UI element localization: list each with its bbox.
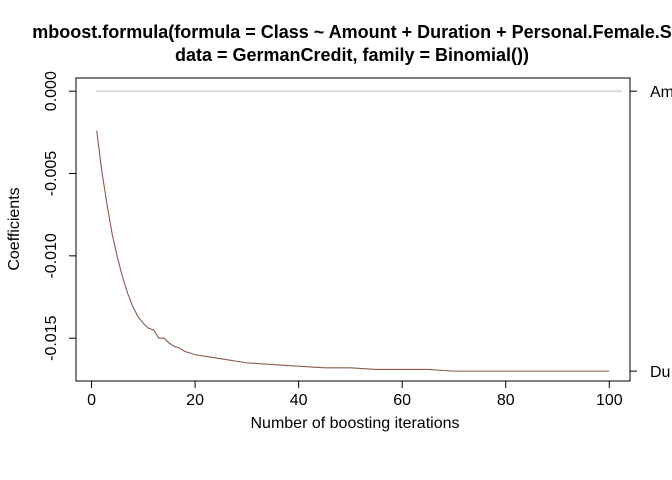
- x-axis: 0 20 40 60 80 100: [87, 380, 623, 409]
- y-axis: 0.000 -0.005 -0.010 -0.015: [43, 71, 77, 361]
- series-group: [96, 130, 610, 372]
- right-axis: Am Du: [630, 84, 672, 381]
- y-axis-label: Coefficients: [6, 187, 23, 270]
- x-tick-label: 100: [596, 392, 623, 409]
- series-line: [96, 130, 610, 372]
- x-axis-label: Number of boosting iterations: [251, 415, 460, 432]
- chart-title: mboost.formula(formula = Class ~ Amount …: [32, 22, 671, 65]
- x-tick-label: 0: [87, 392, 96, 409]
- y-tick-label: -0.010: [43, 233, 60, 278]
- x-tick-label: 40: [290, 392, 308, 409]
- plot-box: [75, 77, 631, 382]
- x-tick-label: 20: [186, 392, 204, 409]
- y-tick-label: -0.005: [43, 151, 60, 196]
- y-tick-label: -0.015: [43, 315, 60, 360]
- right-axis-label: Du: [650, 364, 670, 381]
- title-line-1: mboost.formula(formula = Class ~ Amount …: [32, 22, 671, 42]
- x-tick-label: 80: [497, 392, 515, 409]
- title-line-2: data = GermanCredit, family = Binomial()…: [175, 45, 529, 65]
- y-tick-label: 0.000: [43, 71, 60, 111]
- right-axis-label: Am: [650, 84, 672, 101]
- x-tick-label: 60: [393, 392, 411, 409]
